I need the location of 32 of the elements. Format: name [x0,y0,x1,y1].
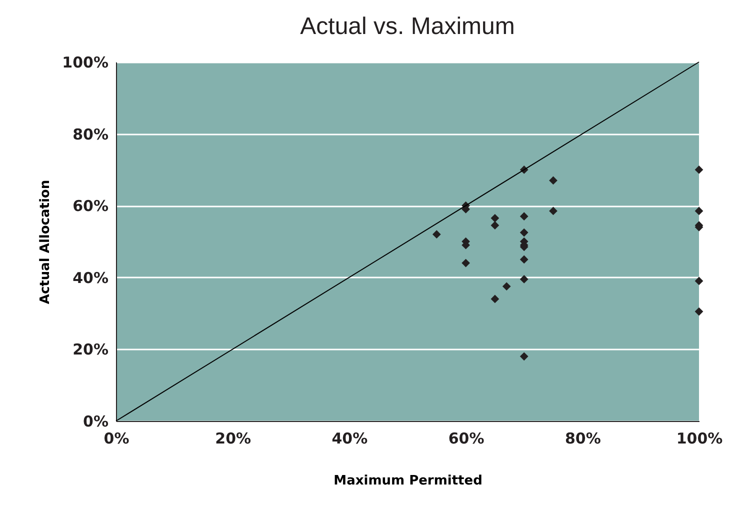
x-tick-label: 40% [332,430,368,448]
point [432,230,441,239]
y-tick-label: 100% [62,54,108,72]
x-tick-label: 0% [104,430,130,448]
point [694,166,704,174]
chart-title: Actual vs. Maximum [300,13,515,40]
point [490,214,500,222]
point [520,228,528,237]
y-axis-title: Actual Allocation [38,180,54,304]
point [502,282,511,291]
point [462,258,470,268]
point [694,307,704,316]
point [490,221,500,230]
y-tick-label: 80% [72,125,108,144]
x-tick-label: 80% [564,430,601,448]
point [694,206,704,216]
point [490,294,500,304]
point [520,352,528,361]
y-tick-label: 40% [72,268,108,287]
point [520,212,528,221]
x-axis-title: Maximum Permitted [334,474,482,488]
x-tick-label: 60% [448,430,484,448]
point [520,275,528,284]
point [694,276,704,286]
x-tick-label: 20% [215,430,252,448]
y-tick-label: 60% [72,197,108,216]
y-tick-label: 20% [72,340,108,359]
point [520,255,528,264]
point [549,206,558,216]
y-tick-label: 0% [83,412,108,430]
x-tick-label: 100% [676,430,723,448]
point [549,176,558,185]
